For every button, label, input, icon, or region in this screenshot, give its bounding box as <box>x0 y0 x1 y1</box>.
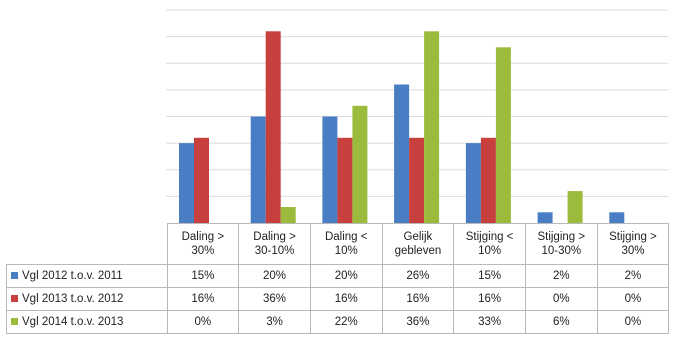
legend-swatch <box>11 318 18 326</box>
bar-series-2-cat-3 <box>337 137 353 223</box>
data-label: 36% <box>238 287 311 311</box>
bar-series-3-cat-2 <box>280 207 296 223</box>
data-label: 16% <box>166 287 240 311</box>
data-label: 20% <box>309 264 383 288</box>
table-row: Vgl 2012 t.o.v. 2011 15% 20% 20% 26% 15% 2% 2% <box>6 264 670 288</box>
table-header-row: Daling > 30% Daling > 30-10% Daling < 10% Geli… <box>6 223 670 265</box>
category-label-line: 30-10% <box>254 245 295 257</box>
bar-series-3-cat-5 <box>495 47 511 223</box>
bar-series-1-cat-4 <box>394 84 410 223</box>
category-label-line: gebleven <box>394 245 442 257</box>
bar-series-1-cat-3 <box>322 116 338 223</box>
legend-swatch <box>11 295 18 303</box>
data-label: 22% <box>309 310 383 334</box>
data-label: 15% <box>453 264 526 288</box>
table-row: Vgl 2014 t.o.v. 2013 0% 3% 22% 36% 33% 6% 0% <box>6 310 670 334</box>
category-label-line: Stijging > <box>609 231 657 243</box>
category-label: Stijging < 10% <box>453 223 526 265</box>
category-label-line: Daling > <box>253 231 296 243</box>
category-label-line: Stijging > <box>537 231 586 243</box>
bar-series-1-cat-5 <box>465 143 481 223</box>
bar-chart <box>166 9 668 223</box>
data-label: 0% <box>596 287 670 311</box>
bar-series-3-cat-4 <box>424 31 440 223</box>
legend-entry: Vgl 2014 t.o.v. 2013 <box>6 310 168 334</box>
legend-label: Vgl 2013 t.o.v. 2012 <box>22 293 124 305</box>
legend-entry: Vgl 2012 t.o.v. 2011 <box>6 264 168 288</box>
data-table: Daling > 30% Daling > 30-10% Daling < 10% Geli… <box>6 223 670 334</box>
data-label: 2% <box>596 264 670 288</box>
category-label-line: 30% <box>191 245 215 257</box>
bar-series-2-cat-4 <box>409 137 425 223</box>
data-label: 33% <box>453 310 526 334</box>
bar-series-2-cat-1 <box>194 137 209 223</box>
legend-entry: Vgl 2013 t.o.v. 2012 <box>6 287 168 311</box>
category-label: Gelijk gebleven <box>381 223 455 265</box>
data-label: 3% <box>238 310 311 334</box>
category-label: Daling > 30% <box>166 223 240 265</box>
bar-series-1-cat-2 <box>250 116 266 223</box>
legend-label: Vgl 2014 t.o.v. 2013 <box>22 316 124 328</box>
bar-series-1-cat-7 <box>609 212 625 223</box>
category-label: Stijging > 10-30% <box>524 223 598 265</box>
bar-series-3-cat-3 <box>352 105 368 223</box>
category-label-line: 10-30% <box>541 245 582 257</box>
bar-series-1-cat-1 <box>179 143 194 223</box>
legend-label: Vgl 2012 t.o.v. 2011 <box>22 270 123 282</box>
category-label-line: 30% <box>621 245 645 257</box>
data-label: 26% <box>381 264 455 288</box>
category-label: Daling < 10% <box>309 223 383 265</box>
data-label: 16% <box>381 287 455 311</box>
bar-series-1-cat-6 <box>537 212 553 223</box>
data-label: 20% <box>238 264 311 288</box>
data-label: 36% <box>381 310 455 334</box>
data-label: 15% <box>166 264 240 288</box>
data-label: 0% <box>596 310 670 334</box>
category-label-line: Daling < <box>324 231 368 243</box>
category-label-line: Gelijk <box>403 231 433 243</box>
category-label-line: Stijging < <box>465 231 514 243</box>
legend-swatch <box>11 272 18 280</box>
bar-series-2-cat-2 <box>265 31 281 223</box>
bar-series-3-cat-6 <box>567 191 583 223</box>
table-row: Vgl 2013 t.o.v. 2012 16% 36% 16% 16% 16% 0% 0% <box>6 287 670 311</box>
data-label: 2% <box>524 264 598 288</box>
category-label-line: 10% <box>334 245 358 257</box>
data-label: 0% <box>166 310 240 334</box>
data-label: 16% <box>453 287 526 311</box>
category-label: Daling > 30-10% <box>238 223 311 265</box>
data-label: 6% <box>524 310 598 334</box>
category-label-line: Daling > <box>181 231 225 243</box>
bar-series-2-cat-5 <box>480 137 496 223</box>
table-corner <box>6 223 168 265</box>
category-label-line: 10% <box>478 245 502 257</box>
category-label: Stijging > 30% <box>596 223 670 265</box>
data-label: 0% <box>524 287 598 311</box>
data-label: 16% <box>309 287 383 311</box>
